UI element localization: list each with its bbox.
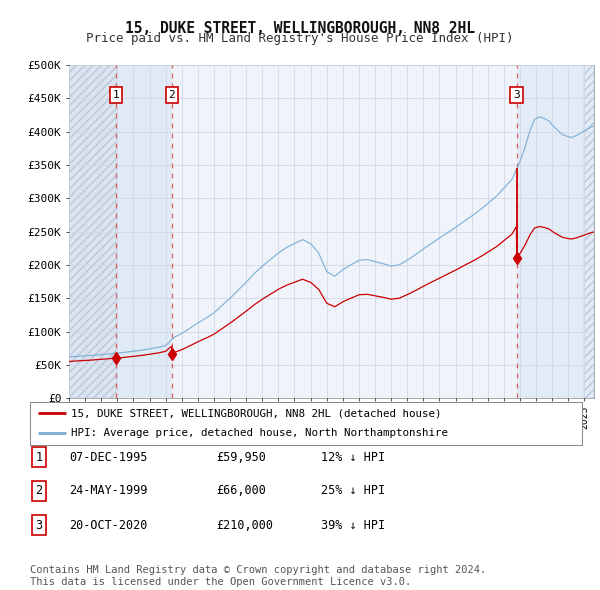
Bar [116,65,172,398]
Text: 15, DUKE STREET, WELLINGBOROUGH, NN8 2HL (detached house): 15, DUKE STREET, WELLINGBOROUGH, NN8 2HL… [71,408,442,418]
Text: 39% ↓ HPI: 39% ↓ HPI [321,519,385,532]
Text: 12% ↓ HPI: 12% ↓ HPI [321,451,385,464]
Text: £66,000: £66,000 [216,484,266,497]
Text: HPI: Average price, detached house, North Northamptonshire: HPI: Average price, detached house, Nort… [71,428,448,438]
Text: £59,950: £59,950 [216,451,266,464]
Text: 07-DEC-1995: 07-DEC-1995 [69,451,148,464]
Text: 2: 2 [169,90,175,100]
Text: 20-OCT-2020: 20-OCT-2020 [69,519,148,532]
Text: £210,000: £210,000 [216,519,273,532]
Bar [69,65,116,398]
Text: 2: 2 [35,484,43,497]
Text: 1: 1 [35,451,43,464]
Text: 3: 3 [35,519,43,532]
Text: Price paid vs. HM Land Registry's House Price Index (HPI): Price paid vs. HM Land Registry's House … [86,32,514,45]
Text: 25% ↓ HPI: 25% ↓ HPI [321,484,385,497]
Text: 1: 1 [113,90,119,100]
Text: 24-MAY-1999: 24-MAY-1999 [69,484,148,497]
Bar [172,65,517,398]
Bar [584,65,594,398]
Text: 3: 3 [513,90,520,100]
Text: Contains HM Land Registry data © Crown copyright and database right 2024.
This d: Contains HM Land Registry data © Crown c… [30,565,486,587]
Bar [69,65,116,398]
Text: 15, DUKE STREET, WELLINGBOROUGH, NN8 2HL: 15, DUKE STREET, WELLINGBOROUGH, NN8 2HL [125,21,475,35]
Bar [517,65,594,398]
